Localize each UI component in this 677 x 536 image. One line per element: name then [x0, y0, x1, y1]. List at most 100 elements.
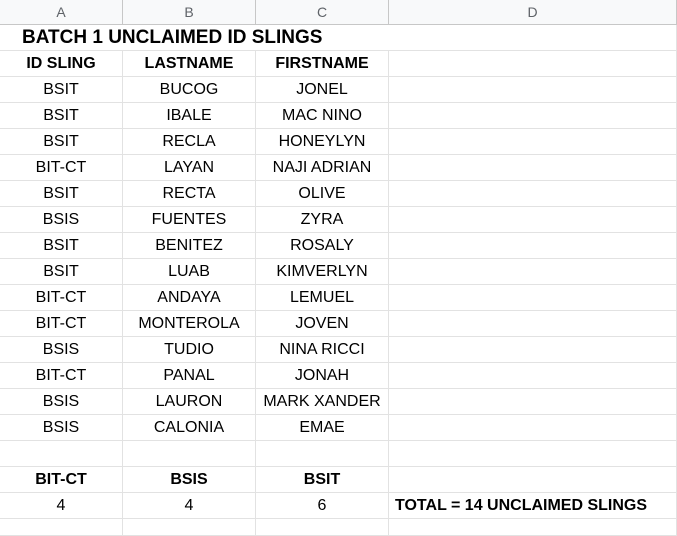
- cell-lastname[interactable]: RECTA: [123, 181, 256, 207]
- cell-id-sling[interactable]: BSIT: [0, 233, 123, 259]
- cell-a[interactable]: [0, 441, 123, 467]
- summary-count-bsis[interactable]: 4: [123, 493, 256, 519]
- cell-id-sling[interactable]: BSIS: [0, 389, 123, 415]
- cell-a[interactable]: [0, 519, 123, 536]
- cell-d[interactable]: [389, 77, 677, 103]
- cell-lastname[interactable]: CALONIA: [123, 415, 256, 441]
- cell-firstname[interactable]: KIMVERLYN: [256, 259, 389, 285]
- cell-b[interactable]: [123, 519, 256, 536]
- cell-d[interactable]: [389, 51, 677, 77]
- header-firstname[interactable]: FIRSTNAME: [256, 51, 389, 77]
- cell-lastname[interactable]: MONTEROLA: [123, 311, 256, 337]
- cell-b[interactable]: [123, 441, 256, 467]
- cell-d[interactable]: [389, 233, 677, 259]
- summary-label-bitct[interactable]: BIT-CT: [0, 467, 123, 493]
- cell-lastname[interactable]: TUDIO: [123, 337, 256, 363]
- cell-firstname[interactable]: NAJI ADRIAN: [256, 155, 389, 181]
- cell-id-sling[interactable]: BSIT: [0, 103, 123, 129]
- header-lastname[interactable]: LASTNAME: [123, 51, 256, 77]
- cell-firstname[interactable]: MAC NINO: [256, 103, 389, 129]
- cell-id-sling[interactable]: BSIS: [0, 337, 123, 363]
- header-row: ID SLING LASTNAME FIRSTNAME: [0, 51, 677, 77]
- summary-label-bsit[interactable]: BSIT: [256, 467, 389, 493]
- cell-id-sling[interactable]: BSIS: [0, 207, 123, 233]
- cell-lastname[interactable]: RECLA: [123, 129, 256, 155]
- cell-id-sling[interactable]: BSIT: [0, 259, 123, 285]
- table-row: BSIT BENITEZ ROSALY: [0, 233, 677, 259]
- cell-d[interactable]: [389, 285, 677, 311]
- cell-firstname[interactable]: HONEYLYN: [256, 129, 389, 155]
- cell-lastname[interactable]: IBALE: [123, 103, 256, 129]
- column-header-a[interactable]: A: [0, 0, 123, 25]
- cell-lastname[interactable]: LAURON: [123, 389, 256, 415]
- summary-count-bitct[interactable]: 4: [0, 493, 123, 519]
- cell-firstname[interactable]: MARK XANDER: [256, 389, 389, 415]
- cell-lastname[interactable]: ANDAYA: [123, 285, 256, 311]
- summary-total[interactable]: TOTAL = 14 UNCLAIMED SLINGS: [389, 493, 677, 519]
- cell-firstname[interactable]: JOVEN: [256, 311, 389, 337]
- cell-id-sling[interactable]: BIT-CT: [0, 363, 123, 389]
- cell-d[interactable]: [389, 207, 677, 233]
- table-row: BSIS TUDIO NINA RICCI: [0, 337, 677, 363]
- empty-row: [0, 441, 677, 467]
- summary-label-bsis[interactable]: BSIS: [123, 467, 256, 493]
- title-row: BATCH 1 UNCLAIMED ID SLINGS: [0, 25, 677, 51]
- cell-firstname[interactable]: JONEL: [256, 77, 389, 103]
- summary-label-row: BIT-CT BSIS BSIT: [0, 467, 677, 493]
- cell-d[interactable]: [389, 103, 677, 129]
- header-id-sling[interactable]: ID SLING: [0, 51, 123, 77]
- table-row: BIT-CT ANDAYA LEMUEL: [0, 285, 677, 311]
- cell-lastname[interactable]: PANAL: [123, 363, 256, 389]
- table-row: BSIT BUCOG JONEL: [0, 77, 677, 103]
- cell-firstname[interactable]: OLIVE: [256, 181, 389, 207]
- cell-id-sling[interactable]: BSIT: [0, 77, 123, 103]
- cell-lastname[interactable]: BENITEZ: [123, 233, 256, 259]
- sheet-title[interactable]: BATCH 1 UNCLAIMED ID SLINGS: [0, 25, 389, 51]
- cell-id-sling[interactable]: BSIT: [0, 129, 123, 155]
- table-row: BSIS LAURON MARK XANDER: [0, 389, 677, 415]
- cell-lastname[interactable]: LAYAN: [123, 155, 256, 181]
- cell-c[interactable]: [256, 441, 389, 467]
- cell-id-sling[interactable]: BSIT: [0, 181, 123, 207]
- cell-id-sling[interactable]: BIT-CT: [0, 155, 123, 181]
- cell-firstname[interactable]: JONAH: [256, 363, 389, 389]
- table-row: BIT-CT MONTEROLA JOVEN: [0, 311, 677, 337]
- table-row: BSIT LUAB KIMVERLYN: [0, 259, 677, 285]
- cell-firstname[interactable]: EMAE: [256, 415, 389, 441]
- cell-d[interactable]: [389, 311, 677, 337]
- column-header-c[interactable]: C: [256, 0, 389, 25]
- cell-d[interactable]: [389, 389, 677, 415]
- column-header-b[interactable]: B: [123, 0, 256, 25]
- cell-firstname[interactable]: ZYRA: [256, 207, 389, 233]
- cell-c[interactable]: [256, 519, 389, 536]
- cell-d[interactable]: [389, 467, 677, 493]
- table-row: BIT-CT PANAL JONAH: [0, 363, 677, 389]
- cell-id-sling[interactable]: BIT-CT: [0, 285, 123, 311]
- table-row: BSIT RECLA HONEYLYN: [0, 129, 677, 155]
- cell-d[interactable]: [389, 129, 677, 155]
- cell-firstname[interactable]: NINA RICCI: [256, 337, 389, 363]
- cell-lastname[interactable]: LUAB: [123, 259, 256, 285]
- cell-d[interactable]: [389, 259, 677, 285]
- cell-d[interactable]: [389, 337, 677, 363]
- partial-row: [0, 519, 677, 536]
- table-row: BSIS CALONIA EMAE: [0, 415, 677, 441]
- cell-d[interactable]: [389, 441, 677, 467]
- cell-d[interactable]: [389, 155, 677, 181]
- cell-lastname[interactable]: FUENTES: [123, 207, 256, 233]
- table-row: BSIS FUENTES ZYRA: [0, 207, 677, 233]
- cell-d[interactable]: [389, 181, 677, 207]
- cell-firstname[interactable]: LEMUEL: [256, 285, 389, 311]
- cell-id-sling[interactable]: BSIS: [0, 415, 123, 441]
- cell-firstname[interactable]: ROSALY: [256, 233, 389, 259]
- cell-id-sling[interactable]: BIT-CT: [0, 311, 123, 337]
- cell-d[interactable]: [389, 519, 677, 536]
- summary-count-bsit[interactable]: 6: [256, 493, 389, 519]
- cell-lastname[interactable]: BUCOG: [123, 77, 256, 103]
- table-row: BSIT RECTA OLIVE: [0, 181, 677, 207]
- cell-d[interactable]: [389, 415, 677, 441]
- cell-d[interactable]: [389, 25, 677, 51]
- column-header-d[interactable]: D: [389, 0, 677, 25]
- cell-d[interactable]: [389, 363, 677, 389]
